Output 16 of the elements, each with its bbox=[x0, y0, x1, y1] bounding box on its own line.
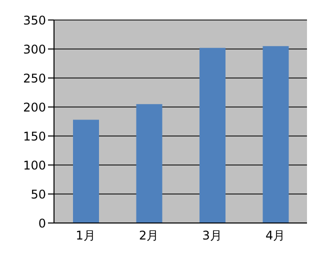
y-tick-label: 350 bbox=[23, 13, 46, 28]
x-tick-label: 3月 bbox=[202, 228, 222, 243]
y-tick-label: 100 bbox=[23, 158, 46, 172]
bar bbox=[73, 120, 99, 223]
x-tick-label: 4月 bbox=[266, 228, 286, 243]
y-tick-label: 50 bbox=[30, 187, 46, 202]
y-tick-label: 150 bbox=[23, 129, 46, 144]
bar bbox=[200, 48, 226, 223]
x-tick-label: 1月 bbox=[76, 228, 96, 243]
bar bbox=[136, 104, 162, 223]
y-tick-label: 200 bbox=[23, 100, 46, 114]
x-tick-label: 2月 bbox=[139, 228, 159, 243]
bar bbox=[262, 46, 289, 223]
y-tick-label: 0 bbox=[38, 216, 46, 230]
y-tick-label: 250 bbox=[23, 71, 46, 86]
y-tick-label: 300 bbox=[23, 42, 46, 56]
